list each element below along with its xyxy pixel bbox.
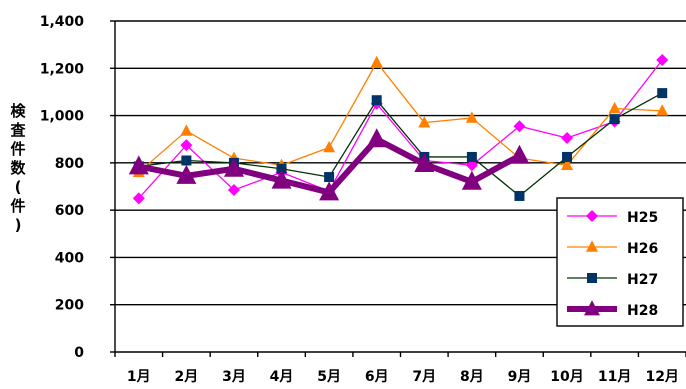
data-point-H25 xyxy=(227,184,240,197)
y-tick-label: 0 xyxy=(74,345,84,361)
y-tick-label: 400 xyxy=(55,250,84,266)
series-line-H27 xyxy=(138,92,663,197)
x-tick-labels: 1月 2月 3月 4月 5月 6月 7月 8月 9月 10月 11月 12月 xyxy=(127,369,679,385)
legend-label: H25 xyxy=(627,210,658,226)
x-tick-label: 7月 xyxy=(412,369,436,385)
data-point-H26 xyxy=(323,140,336,153)
x-tick-label: 4月 xyxy=(270,369,294,385)
data-point-H27 xyxy=(181,155,192,166)
data-point-H27 xyxy=(324,172,335,183)
y-tick-label: 1,400 xyxy=(40,14,85,30)
data-point-H26 xyxy=(418,116,431,128)
legend: H25 H26 H27 H28 xyxy=(556,197,684,327)
x-tick-label: 2月 xyxy=(175,369,199,385)
series-line-H25 xyxy=(138,59,663,199)
y-tick-label: 1,000 xyxy=(40,109,85,125)
x-tick-label: 9月 xyxy=(508,369,532,385)
data-point-H27 xyxy=(371,95,382,106)
data-point-H26 xyxy=(561,158,574,171)
data-point-H27 xyxy=(466,151,477,162)
data-point-H28 xyxy=(319,181,340,201)
data-point-H28 xyxy=(176,164,197,184)
legend-marker xyxy=(587,273,597,283)
legend-box xyxy=(556,197,684,327)
data-point-H28 xyxy=(271,169,292,189)
data-point-H27 xyxy=(609,114,620,125)
data-point-H28 xyxy=(414,153,435,173)
x-tick-label: 8月 xyxy=(460,369,484,385)
x-tick-label: 1月 xyxy=(127,369,151,385)
axes xyxy=(110,20,686,357)
data-point-H27 xyxy=(657,88,668,99)
y-tick-label: 800 xyxy=(55,156,84,172)
data-point-H28 xyxy=(509,144,530,164)
series-H28 xyxy=(128,128,530,201)
y-tick-label: 600 xyxy=(55,203,84,219)
data-point-H26 xyxy=(370,55,383,68)
data-point-H26 xyxy=(608,101,621,114)
y-axis-label: 検査件数(件) xyxy=(10,102,26,234)
legend-label: H26 xyxy=(627,241,658,257)
data-point-H25 xyxy=(513,120,526,133)
legend-marker xyxy=(586,210,598,222)
y-tick-label: 1,200 xyxy=(40,61,85,77)
legend-item-H25: H25 xyxy=(567,210,658,226)
data-point-H26 xyxy=(656,104,669,116)
data-point-H25 xyxy=(180,139,193,152)
data-point-H27 xyxy=(276,163,287,174)
legend-label: H27 xyxy=(627,272,658,288)
x-tick-label: 5月 xyxy=(317,369,341,385)
y-tick-labels: 0 200 400 600 800 1,000 1,200 1,400 xyxy=(40,14,85,361)
legend-marker xyxy=(586,240,598,252)
data-point-H25 xyxy=(561,132,574,145)
series-line-H26 xyxy=(138,61,663,173)
x-tick-label: 6月 xyxy=(365,369,389,385)
legend-item-H26: H26 xyxy=(567,240,658,257)
data-point-H27 xyxy=(514,190,525,201)
x-tick-label: 11月 xyxy=(598,369,631,385)
data-point-H26 xyxy=(465,111,478,123)
y-tick-label: 200 xyxy=(55,298,84,314)
series-H26 xyxy=(132,55,669,178)
gridlines xyxy=(115,20,686,306)
x-tick-label: 10月 xyxy=(550,369,583,385)
x-tick-label: 12月 xyxy=(645,369,678,385)
data-point-H28 xyxy=(366,128,387,148)
series-layer xyxy=(128,54,669,205)
data-point-H28 xyxy=(128,155,149,175)
legend-item-H28: H28 xyxy=(567,300,658,319)
x-tick-label: 3月 xyxy=(222,369,246,385)
data-point-H26 xyxy=(180,124,193,136)
legend-marker xyxy=(584,300,600,316)
data-point-H25 xyxy=(465,159,478,172)
data-point-H28 xyxy=(461,170,482,190)
data-point-H27 xyxy=(562,151,573,162)
legend-label: H28 xyxy=(627,303,658,319)
data-point-H25 xyxy=(132,192,145,205)
series-H27 xyxy=(133,88,668,201)
data-point-H25 xyxy=(656,54,669,67)
legend-item-H27: H27 xyxy=(567,272,658,288)
data-point-H28 xyxy=(223,157,244,177)
